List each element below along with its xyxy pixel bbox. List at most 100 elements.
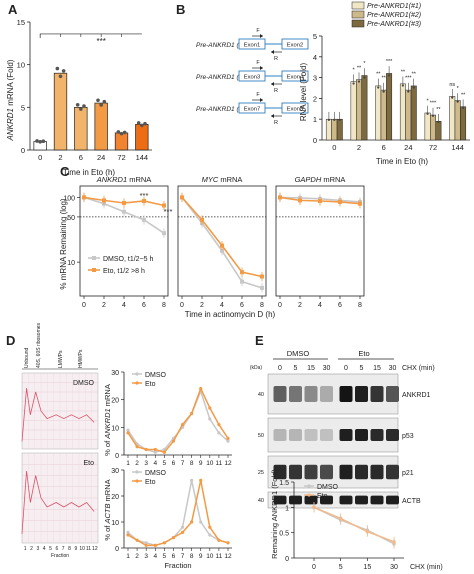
b-bar (435, 121, 442, 141)
c-xtick-label: 0 (82, 302, 86, 309)
primer-f-arrowhead (260, 34, 263, 38)
blot-marker-label: 25 (258, 470, 264, 476)
c-subplot-title: MYC mRNA (202, 175, 243, 184)
blot-band (386, 464, 399, 480)
chx-time-label: 30 (389, 365, 397, 372)
d-xtick-label: 8 (190, 460, 194, 467)
panel-a: A 0 5 10 15 0 2 6 24 72 144 *** ANKRD1 mRNA (Fold)… (6, 2, 152, 177)
b-data-point (363, 76, 366, 79)
c-xtick-label: 4 (220, 302, 224, 309)
d-xtick-label: 2 (135, 553, 139, 560)
c-ylabel: % mRNA Remaining (log) (59, 198, 68, 289)
primer-f-label: F (256, 92, 260, 98)
d-xtick-label: 11 (216, 553, 223, 560)
c-data-point (162, 231, 166, 236)
profile-condition-label: Eto (83, 460, 94, 467)
d-data-point (217, 538, 221, 542)
schematic-label: Pre-ANKRD1 (#2) (196, 74, 248, 81)
d-ytick-label: 10 (111, 425, 119, 432)
chart-e: 0 0.5 1 1.5 0 5 15 30 CHX (min) DMSO Eto (279, 480, 442, 571)
d-xtick-label: 12 (224, 460, 232, 467)
c-data-point (338, 199, 342, 204)
d-series-line (127, 389, 229, 454)
b-xlabel: Time in Eto (h) (376, 157, 428, 166)
d-data-point (226, 541, 230, 545)
a-data-point (102, 99, 107, 104)
d-data-point (144, 447, 148, 452)
e-ytick-label: 0 (285, 556, 289, 563)
panel-label-b: B (176, 2, 185, 17)
blot-band (289, 495, 302, 505)
chx-time-label: 0 (278, 365, 282, 372)
b-bar (336, 118, 343, 141)
blot-marker-label: 50 (258, 433, 264, 439)
e-ytick-label: 1 (285, 505, 289, 512)
blot-band (273, 464, 287, 480)
profile-fraction-tick: 2 (30, 546, 33, 552)
gel-header-label: HMWPs (78, 349, 84, 368)
blot-band (355, 429, 368, 441)
d-legend-label: DMSO (145, 372, 167, 379)
b-sig-label: ** (436, 107, 441, 113)
e-legend-label: Eto (317, 493, 328, 500)
b-xtick-label: 144 (451, 143, 464, 152)
exon-label: Exon1 (244, 43, 260, 49)
a-data-point (38, 140, 42, 144)
b-sig-label: ** (376, 72, 381, 78)
c-xtick-label: 8 (358, 302, 362, 309)
chart-a: 0 5 10 15 0 2 6 24 72 144 *** (17, 18, 152, 162)
western-blot: DMSO Eto CHX (min) 0 5 15 30 0 5 15 30 (kDa) ANKRD1 4… (250, 349, 435, 509)
a-sig-label: *** (96, 37, 105, 46)
a-xtick-label: 2 (58, 153, 62, 162)
b-data-point (401, 84, 405, 87)
blot-group-label: Eto (358, 349, 369, 358)
a-data-point (140, 123, 144, 128)
c-xtick-label: 6 (240, 302, 244, 309)
d-data-point (153, 447, 157, 452)
e-xtick-label: 15 (363, 564, 371, 571)
profile-fraction-tick: 4 (43, 546, 46, 552)
chx-time-label: 5 (360, 365, 364, 372)
b-data-point (426, 112, 429, 115)
profile-fraction-tick: 9 (74, 546, 77, 552)
a-data-point (116, 130, 121, 134)
d-legend-label: Eto (145, 381, 156, 388)
b-ylabel: RNA level (Fold) (299, 63, 308, 122)
blot-band (355, 495, 368, 505)
primer-f-arrowhead (260, 98, 263, 102)
profile-condition-label: DMSO (73, 380, 95, 387)
d-data-point (208, 406, 212, 410)
d-data-point (135, 538, 139, 542)
c-data-point (298, 198, 302, 203)
b-data-point (407, 90, 410, 93)
exon-label: Exon8 (287, 107, 303, 113)
b-bar (460, 106, 467, 141)
a-data-point (136, 121, 141, 125)
d-data-point (226, 436, 230, 440)
exon-box (281, 102, 309, 114)
a-data-point (55, 66, 60, 71)
d-data-point (144, 543, 148, 548)
e-xtick-label: 5 (339, 564, 343, 571)
blot-band-label: ANKRD1 (402, 392, 431, 399)
c-data-point (278, 195, 282, 200)
c-subplot-title: ANKRD1 mRNA (96, 175, 152, 184)
exon-label: Exon4 (287, 75, 304, 81)
d-data-point (153, 543, 157, 548)
c-data-point (162, 203, 166, 208)
blot-band (273, 495, 287, 505)
b-legend-label: Pre-ANKRD1(#3) (367, 21, 421, 28)
gel-header-label: 40S, 60S ribosomes (36, 322, 42, 368)
d-xtick-label: 4 (153, 460, 157, 467)
c-ytick-label: 10 (67, 260, 75, 267)
b-sig-label: *** (430, 101, 437, 107)
b-sig-label: * (363, 61, 366, 67)
c-xtick-label: 8 (162, 302, 166, 309)
a-data-point (119, 131, 124, 136)
panel-b: B Pre-ANKRD1 (#1)Exon1 Exon2FRPre-ANKRD1 … (176, 1, 470, 166)
d-ytick-label: 20 (111, 398, 119, 405)
b-legend-swatch (351, 10, 365, 19)
chx-time-label: 0 (344, 365, 348, 372)
